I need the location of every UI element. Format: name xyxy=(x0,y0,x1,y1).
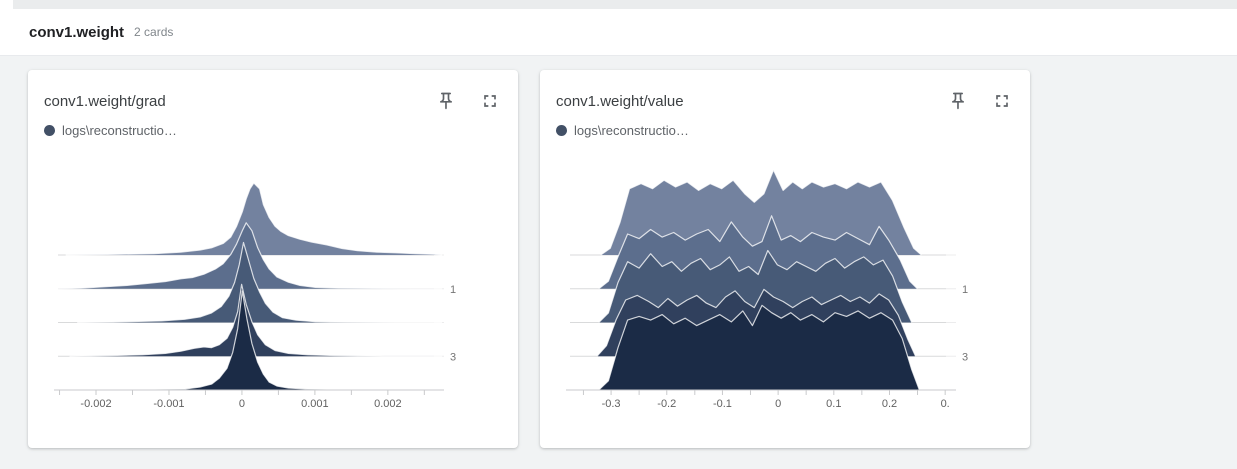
legend-row: logs\reconstructio… xyxy=(44,122,502,138)
svg-text:-0.002: -0.002 xyxy=(80,398,111,410)
card-value: conv1.weight/value logs\reconstructio… -… xyxy=(540,70,1030,448)
card-header: conv1.weight/grad xyxy=(44,92,502,110)
group-title: conv1.weight xyxy=(29,23,125,41)
svg-text:0.: 0. xyxy=(941,398,950,410)
svg-text:1: 1 xyxy=(962,284,968,296)
run-label: logs\reconstructio… xyxy=(574,122,689,138)
top-divider xyxy=(0,0,1237,9)
run-label: logs\reconstructio… xyxy=(62,122,177,138)
svg-text:1: 1 xyxy=(450,284,456,296)
svg-text:3: 3 xyxy=(962,351,968,363)
card-header: conv1.weight/value xyxy=(556,92,1014,110)
run-color-dot xyxy=(44,124,55,136)
pin-icon[interactable] xyxy=(434,89,458,113)
histogram-ridgeline-chart[interactable]: -0.3 -0.2 -0.1 0 0.1 0.2 0.13 xyxy=(556,150,1014,420)
svg-text:0.002: 0.002 xyxy=(374,398,402,410)
svg-text:-0.001: -0.001 xyxy=(153,398,184,410)
histogram-ridgeline-chart[interactable]: -0.002 -0.001 0 0.001 0.002 1 3 xyxy=(44,150,502,420)
svg-text:0.1: 0.1 xyxy=(826,398,841,410)
svg-text:0.001: 0.001 xyxy=(301,398,329,410)
card-title: conv1.weight/value xyxy=(556,92,684,110)
svg-text:0: 0 xyxy=(239,398,245,410)
tag-group-header[interactable]: conv1.weight 2 cards xyxy=(0,9,1237,56)
svg-text:3: 3 xyxy=(450,351,456,363)
card-grad: conv1.weight/grad logs\reconstructio… -0… xyxy=(28,70,518,448)
svg-text:0.2: 0.2 xyxy=(882,398,897,410)
pin-icon[interactable] xyxy=(946,89,970,113)
svg-text:0: 0 xyxy=(775,398,781,410)
svg-text:-0.2: -0.2 xyxy=(657,398,676,410)
card-title: conv1.weight/grad xyxy=(44,92,166,110)
svg-text:-0.1: -0.1 xyxy=(713,398,732,410)
fullscreen-icon[interactable] xyxy=(478,89,502,113)
cards-row: conv1.weight/grad logs\reconstructio… -0… xyxy=(0,56,1237,448)
svg-text:-0.3: -0.3 xyxy=(602,398,621,410)
group-card-count: 2 cards xyxy=(134,25,174,39)
fullscreen-icon[interactable] xyxy=(990,89,1014,113)
run-color-dot xyxy=(556,124,567,136)
legend-row: logs\reconstructio… xyxy=(556,122,1014,138)
